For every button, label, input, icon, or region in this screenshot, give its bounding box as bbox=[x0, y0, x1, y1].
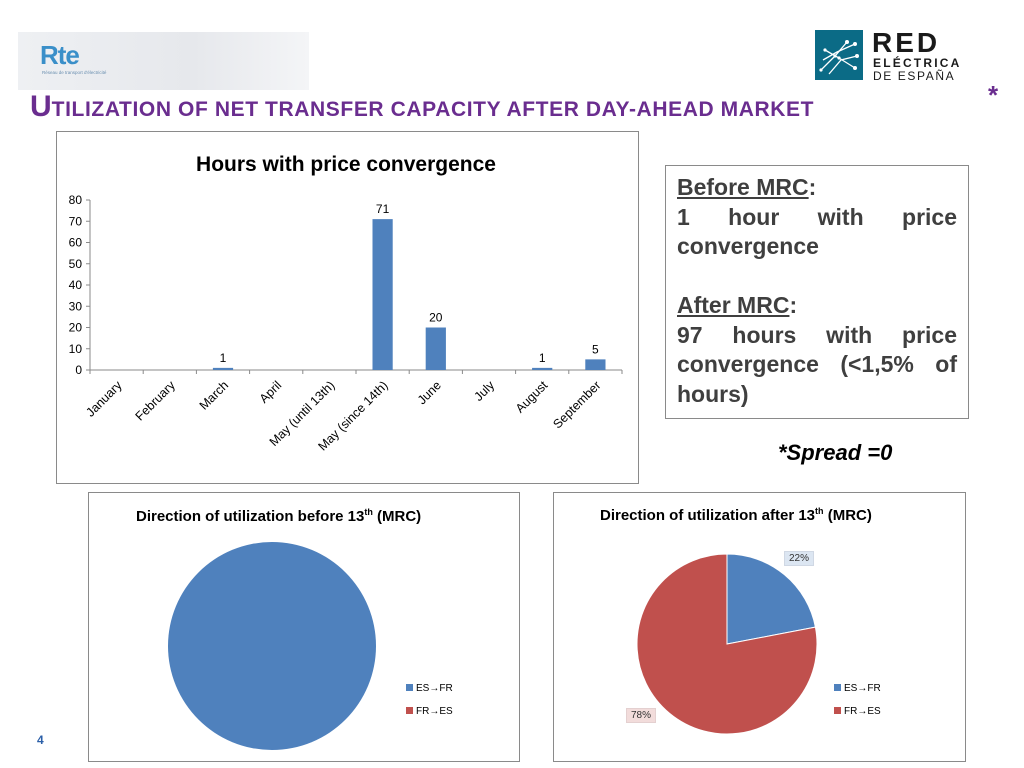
pie-before-svg bbox=[168, 542, 376, 750]
before-mrc-text: 1 hour with price convergence bbox=[677, 203, 957, 260]
slide-title-rest: TILIZATION OF NET TRANSFER CAPACITY AFTE… bbox=[51, 98, 815, 121]
title-asterisk: * bbox=[988, 80, 999, 110]
y-tick-label: 80 bbox=[69, 193, 83, 207]
bar bbox=[212, 367, 234, 370]
bar-chart: Hours with price convergence 0 10 20 30 40 50… bbox=[56, 131, 640, 490]
pie-slice bbox=[168, 542, 376, 750]
bar-data-label: 20 bbox=[429, 311, 443, 325]
bar bbox=[585, 359, 606, 370]
bar-chart-title: Hours with price convergence bbox=[196, 153, 496, 176]
y-tick-label: 60 bbox=[69, 236, 83, 250]
page-number: 4 bbox=[37, 733, 44, 747]
pie-after-label-fr-es: 78% bbox=[626, 708, 657, 723]
pie-chart-after: Direction of utilization after 13th (MRC… bbox=[553, 492, 966, 762]
bar-data-label: 1 bbox=[539, 351, 546, 365]
rte-logo-text: Rte bbox=[40, 40, 80, 70]
pie-slice bbox=[726, 553, 816, 645]
slide-title-initial: U bbox=[30, 90, 52, 123]
y-tick-label: 10 bbox=[69, 342, 83, 356]
y-tick-label: 40 bbox=[69, 278, 83, 292]
pie-chart-before: Direction of utilization before 13th (MR… bbox=[88, 492, 520, 762]
ree-logo-line1: RED bbox=[872, 27, 941, 58]
mrc-summary: Before MRC: 1 hour with price convergenc… bbox=[677, 173, 957, 409]
legend-swatch-red bbox=[834, 707, 841, 714]
y-tick-label: 50 bbox=[69, 257, 83, 271]
y-tick-label: 0 bbox=[75, 363, 82, 377]
bar bbox=[532, 367, 553, 370]
spread-note: *Spread =0 bbox=[778, 440, 893, 465]
legend-swatch-blue bbox=[834, 684, 841, 691]
mrc-summary-box bbox=[665, 165, 969, 419]
pie-before-title: Direction of utilization before 13th (MR… bbox=[136, 507, 422, 525]
after-mrc-heading: After MRC bbox=[677, 292, 790, 318]
pie-after-legend-fr-es: FR→ES bbox=[834, 706, 881, 717]
pie-after-legend-es-fr: ES→FR bbox=[834, 683, 881, 694]
bar bbox=[425, 327, 446, 370]
pie-slice bbox=[636, 553, 818, 735]
pie-after-svg bbox=[636, 553, 818, 735]
ree-logo-icon bbox=[815, 30, 863, 80]
y-tick-label: 70 bbox=[69, 214, 83, 228]
rte-logo bbox=[18, 32, 309, 90]
bar-data-label: 71 bbox=[376, 202, 390, 216]
bar-data-label: 1 bbox=[220, 351, 227, 365]
ree-logo-line3: DE ESPAÑA bbox=[873, 69, 956, 83]
pie-before-legend-fr-es: FR→ES bbox=[406, 706, 453, 717]
pie-before-legend-es-fr: ES→FR bbox=[406, 683, 453, 694]
bar bbox=[372, 219, 393, 370]
before-mrc-heading: Before MRC bbox=[677, 174, 809, 200]
y-tick-label: 20 bbox=[69, 321, 83, 335]
bar-chart-frame bbox=[56, 131, 639, 484]
rte-logo-subtitle: Réseau de transport d'électricité bbox=[42, 70, 107, 75]
slide-title: UTILIZATION OF NET TRANSFER CAPACITY AFT… bbox=[30, 90, 814, 124]
y-tick-label: 30 bbox=[69, 299, 83, 313]
bar-data-label: 5 bbox=[592, 342, 599, 356]
legend-swatch-blue bbox=[406, 684, 413, 691]
bar-chart-svg: Hours with price convergence 0 10 20 30 40 50… bbox=[56, 131, 639, 484]
ree-logo-line2: ELÉCTRICA bbox=[873, 56, 962, 70]
after-mrc-text: 97 hours with price convergence (<1,5% o… bbox=[677, 321, 957, 407]
pie-after-title: Direction of utilization after 13th (MRC… bbox=[600, 506, 872, 524]
pie-after-label-es-fr: 22% bbox=[784, 551, 815, 566]
legend-swatch-red bbox=[406, 707, 413, 714]
